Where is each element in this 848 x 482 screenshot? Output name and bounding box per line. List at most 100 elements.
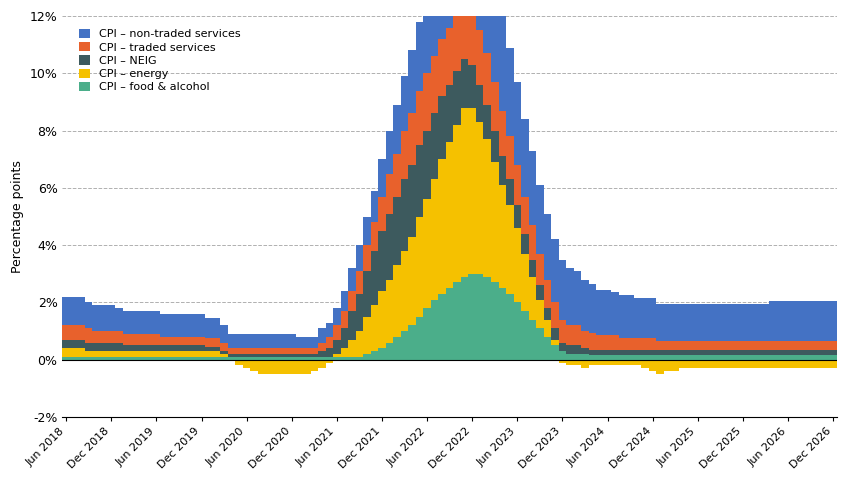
Bar	[349, 268, 355, 291]
Bar	[746, 341, 754, 350]
Bar	[341, 328, 349, 348]
Bar	[701, 341, 709, 350]
Bar	[281, 360, 288, 374]
Bar	[326, 322, 333, 337]
Bar	[318, 360, 326, 368]
Bar	[762, 341, 769, 350]
Bar	[551, 240, 559, 303]
Bar	[777, 356, 784, 360]
Bar	[574, 346, 581, 354]
Bar	[401, 251, 408, 331]
Bar	[438, 0, 446, 39]
Bar	[664, 304, 672, 341]
Bar	[604, 350, 611, 356]
Bar	[213, 351, 220, 357]
Bar	[581, 348, 589, 354]
Bar	[63, 297, 70, 325]
Bar	[220, 354, 228, 357]
Bar	[461, 59, 468, 108]
Bar	[168, 314, 176, 337]
Bar	[288, 334, 295, 348]
Bar	[228, 348, 236, 354]
Bar	[77, 348, 85, 357]
Bar	[130, 311, 137, 334]
Bar	[123, 334, 130, 346]
Bar	[63, 348, 70, 357]
Bar	[641, 356, 649, 360]
Bar	[408, 325, 416, 360]
Bar	[694, 350, 701, 356]
Bar	[115, 308, 123, 331]
Bar	[559, 320, 566, 343]
Bar	[108, 306, 115, 331]
Bar	[77, 340, 85, 348]
Bar	[243, 360, 250, 368]
Bar	[800, 341, 806, 350]
Bar	[318, 351, 326, 357]
Bar	[483, 277, 491, 360]
Bar	[754, 304, 762, 341]
Bar	[363, 354, 371, 360]
Bar	[829, 341, 837, 350]
Bar	[431, 0, 438, 56]
Bar	[349, 311, 355, 340]
Bar	[732, 360, 739, 368]
Bar	[777, 301, 784, 341]
Bar	[423, 131, 431, 200]
Bar	[506, 205, 514, 294]
Bar	[566, 325, 574, 346]
Bar	[341, 357, 349, 360]
Bar	[454, 282, 461, 360]
Bar	[130, 351, 137, 357]
Bar	[709, 341, 717, 350]
Bar	[288, 360, 295, 374]
Bar	[349, 340, 355, 357]
Bar	[499, 185, 506, 288]
Bar	[160, 314, 168, 337]
Bar	[784, 356, 792, 360]
Bar	[236, 334, 243, 348]
Bar	[295, 354, 303, 357]
Bar	[627, 356, 633, 360]
Bar	[814, 301, 822, 341]
Bar	[792, 301, 800, 341]
Bar	[829, 350, 837, 356]
Bar	[386, 343, 393, 360]
Bar	[378, 348, 386, 360]
Bar	[371, 191, 378, 222]
Bar	[784, 341, 792, 350]
Bar	[589, 356, 596, 360]
Bar	[528, 225, 536, 259]
Bar	[153, 357, 160, 360]
Bar	[499, 288, 506, 360]
Bar	[160, 346, 168, 351]
Bar	[806, 301, 814, 341]
Bar	[672, 304, 679, 341]
Bar	[145, 311, 153, 334]
Bar	[92, 343, 100, 351]
Bar	[333, 354, 341, 357]
Bar	[822, 301, 829, 341]
Bar	[672, 356, 679, 360]
Bar	[85, 343, 92, 351]
Bar	[393, 197, 401, 265]
Bar	[769, 356, 777, 360]
Bar	[687, 360, 694, 368]
Bar	[656, 360, 664, 374]
Bar	[536, 185, 544, 254]
Bar	[355, 357, 363, 360]
Bar	[205, 351, 213, 357]
Bar	[123, 311, 130, 334]
Bar	[416, 22, 423, 91]
Bar	[423, 200, 431, 308]
Bar	[641, 298, 649, 338]
Bar	[303, 360, 310, 374]
Bar	[581, 360, 589, 368]
Bar	[130, 357, 137, 360]
Bar	[506, 179, 514, 205]
Bar	[800, 356, 806, 360]
Bar	[476, 30, 483, 85]
Bar	[92, 306, 100, 331]
Bar	[724, 341, 732, 350]
Bar	[182, 346, 190, 351]
